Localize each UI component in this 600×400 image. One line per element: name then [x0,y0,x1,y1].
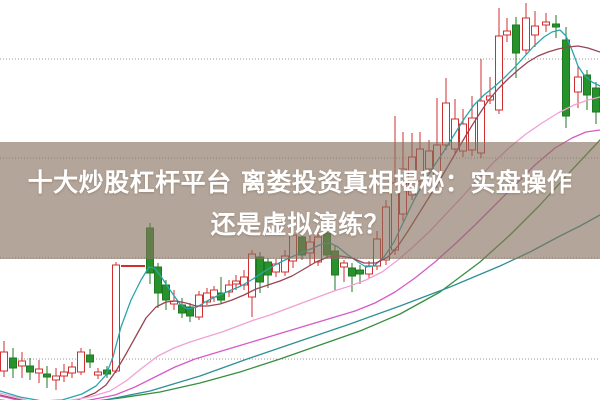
candle-up [340,262,348,268]
candle-down [43,373,51,378]
candle-up [574,76,582,93]
candle-down [583,74,591,96]
candle-up [60,371,68,377]
candle-up [68,366,76,374]
candle-down [562,39,570,117]
candle-down [26,365,34,373]
candle-up [35,368,43,374]
candle-down [186,306,194,317]
candle-down [9,357,17,369]
candle-down [356,269,364,275]
candle-up [503,30,511,36]
candle-down [592,87,600,113]
candle-up [495,35,503,111]
candle-down [217,292,225,301]
candle-down [154,266,162,294]
candle-up [531,25,539,36]
candle-up [522,17,530,51]
candle-up [542,21,550,26]
headline-line-2: 还是虚拟演练？ [210,210,390,239]
candle-up [225,284,233,293]
headline-line-1: 十大炒股杠杆平台 离娄投资真相揭秘：实盘操作 [27,168,573,197]
candle-down [348,267,356,277]
candle-down [552,23,560,28]
candle-down [86,354,94,363]
candle-up [0,351,8,372]
candle-up [94,371,102,376]
candle-up [442,102,450,146]
candle-down [512,24,520,54]
candle-up [232,280,240,285]
candle-up [77,351,85,373]
candle-up [18,360,26,367]
candle-down [256,256,264,283]
headline-banner [0,142,600,259]
candle-up [52,375,60,381]
